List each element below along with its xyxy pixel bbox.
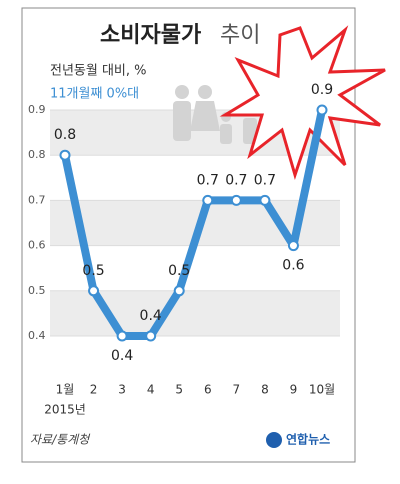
x-tick-label: 8	[261, 383, 269, 397]
x-tick-label: 10월	[309, 383, 335, 397]
line	[61, 109, 326, 340]
value-label: 0.7	[254, 172, 276, 188]
x-tick-label: 3	[118, 383, 126, 397]
value-label: 0.7	[197, 172, 219, 188]
x-tick-label: 7	[233, 383, 241, 397]
y-tick-label: 0.6	[28, 239, 46, 252]
point	[173, 285, 185, 297]
point	[88, 285, 100, 297]
y-tick-label: 0.9	[28, 103, 46, 116]
x-note: 2015년	[44, 403, 86, 417]
y-tick-label: 0.4	[28, 329, 46, 342]
point	[145, 330, 157, 342]
logo-icon	[266, 432, 282, 448]
value-label: 0.5	[168, 263, 190, 279]
point	[287, 240, 299, 252]
y-tick-label: 0.5	[28, 284, 46, 297]
x-tick-label: 4	[147, 383, 155, 397]
point	[202, 194, 214, 206]
point	[259, 194, 271, 206]
y-tick-label: 0.8	[28, 148, 46, 161]
value-label: 0.4	[111, 348, 133, 364]
subtitle: 전년동월 대비, %	[50, 64, 147, 79]
point	[116, 330, 128, 342]
y-tick-label: 0.7	[28, 193, 46, 206]
logo: 연합뉴스	[286, 432, 330, 447]
value-label: 0.9	[311, 82, 333, 98]
source: 자료/통계청	[30, 433, 91, 447]
point	[59, 149, 71, 161]
value-label: 0.4	[140, 308, 162, 324]
value-label: 0.5	[82, 263, 104, 279]
chart-title-suffix: 추이	[220, 23, 260, 48]
x-tick-label: 6	[204, 383, 212, 397]
point	[230, 194, 242, 206]
chart-title: 소비자물가	[100, 23, 201, 48]
value-label: 0.7	[225, 172, 247, 188]
value-label: 0.8	[54, 127, 76, 143]
point	[316, 104, 328, 116]
highlight: 11개월째 0%대	[50, 87, 139, 102]
burst	[219, 25, 386, 181]
x-tick-label: 1월	[56, 383, 75, 397]
x-tick-label: 2	[90, 383, 98, 397]
x-tick-label: 5	[175, 383, 183, 397]
x-tick-label: 9	[290, 383, 298, 397]
value-label: 0.6	[282, 258, 304, 274]
